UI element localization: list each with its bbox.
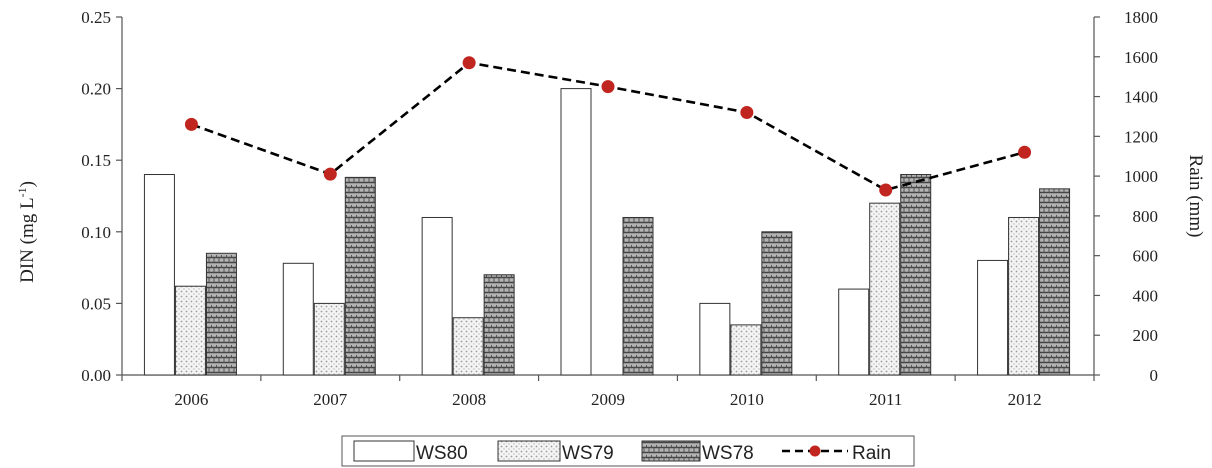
- legend: WS80 WS79 WS78 Rain: [341, 435, 915, 467]
- y-right-axis-title: Rain (mm): [1185, 155, 1206, 238]
- bar-ws80: [282, 262, 314, 376]
- rain-point: [1018, 145, 1032, 159]
- bar-ws80: [560, 88, 592, 376]
- y-right-tick-label: 400: [1133, 286, 1159, 305]
- bar-ws80: [977, 259, 1009, 376]
- bar-ws79: [1008, 216, 1040, 376]
- bar-ws78: [1039, 188, 1071, 376]
- y-right-tick-label: 0: [1150, 366, 1159, 385]
- rain-point: [740, 105, 754, 119]
- bar-ws79: [730, 324, 762, 376]
- bar-ws80: [421, 216, 453, 376]
- x-tick-label: 2008: [452, 390, 486, 409]
- y-right-tick-label: 1000: [1124, 167, 1158, 186]
- x-tick-label: 2012: [1008, 390, 1042, 409]
- legend-swatch-ws80: [353, 440, 415, 462]
- bar-ws78: [900, 174, 932, 376]
- y-right-tick-label: 800: [1133, 207, 1159, 226]
- y-left-axis-title: DIN (mg L-1): [15, 181, 38, 283]
- bar-ws80: [143, 174, 175, 376]
- bar-ws79: [313, 302, 345, 376]
- legend-swatch-ws79: [497, 440, 561, 462]
- legend-label-ws80: WS80: [416, 443, 468, 464]
- legend-swatch-ws78: [641, 440, 701, 462]
- bar-ws79: [452, 317, 484, 376]
- y-left-tick-label: 0.20: [81, 80, 111, 99]
- y-right-tick-label: 1800: [1124, 8, 1158, 27]
- y-left-tick-label: 0.25: [81, 8, 111, 27]
- x-tick-label: 2011: [869, 390, 902, 409]
- y-left-tick-label: 0.05: [81, 294, 111, 313]
- y-left-tick-label: 0.10: [81, 223, 111, 242]
- bar-ws79: [869, 202, 901, 376]
- y-right-tick-label: 1200: [1124, 127, 1158, 146]
- y-right-tick-label: 600: [1133, 247, 1159, 266]
- bar-ws78: [344, 176, 376, 376]
- y-right-tick-label: 1600: [1124, 48, 1158, 67]
- legend-label-rain: Rain: [852, 443, 891, 464]
- bar-ws78: [761, 231, 793, 376]
- y-left-tick-label: 0.15: [81, 151, 111, 170]
- bar-ws80: [699, 302, 731, 376]
- x-tick-label: 2007: [313, 390, 348, 409]
- bar-ws80: [838, 288, 870, 376]
- bar-ws78: [205, 252, 237, 376]
- rain-point: [323, 167, 337, 181]
- bar-ws78: [483, 274, 515, 376]
- rain-point: [879, 183, 893, 197]
- legend-marker-rain: [809, 445, 821, 457]
- y-right-tick-label: 200: [1133, 326, 1159, 345]
- y-right-tick-label: 1400: [1124, 88, 1158, 107]
- bar-ws78: [622, 216, 654, 376]
- rain-point: [462, 56, 476, 70]
- rain-point: [601, 80, 615, 94]
- rain-point: [184, 117, 198, 131]
- legend-label-ws78: WS78: [702, 443, 754, 464]
- x-tick-label: 2010: [730, 390, 764, 409]
- bar-ws79: [174, 285, 206, 376]
- legend-label-ws79: WS79: [562, 443, 614, 464]
- x-tick-label: 2009: [591, 390, 625, 409]
- x-tick-label: 2006: [174, 390, 208, 409]
- y-left-tick-label: 0.00: [81, 366, 111, 385]
